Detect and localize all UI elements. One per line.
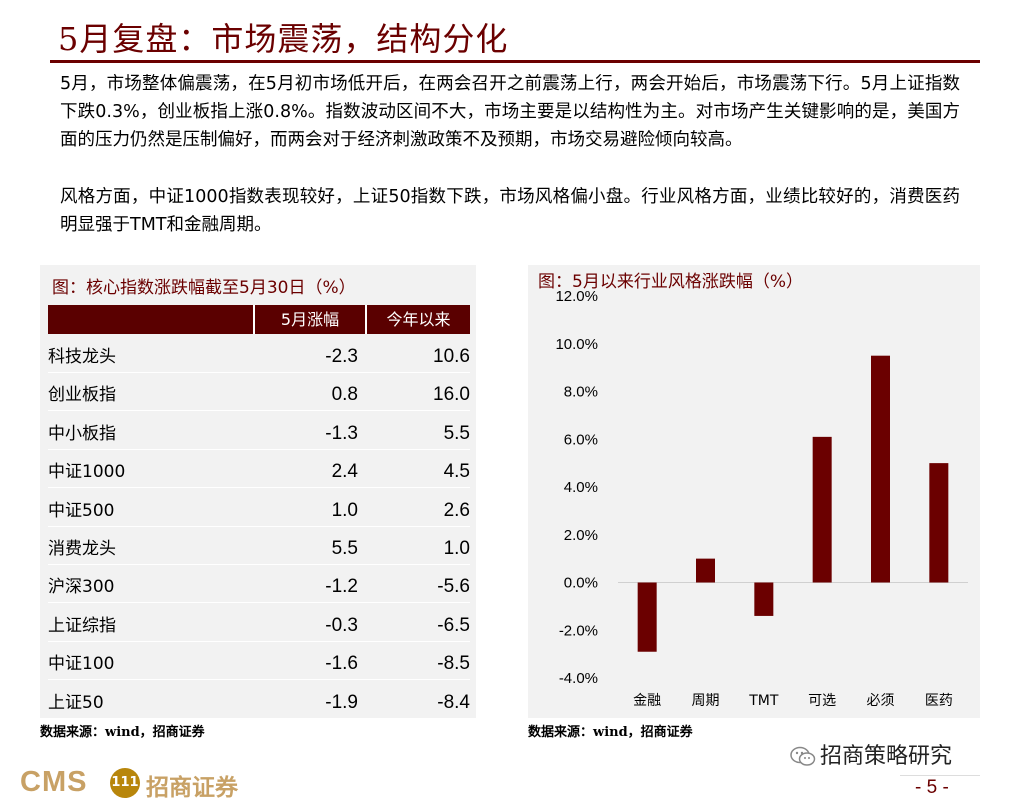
may-change: 5.5: [331, 538, 358, 559]
header-divider: [365, 305, 367, 334]
y-tick-label: -4.0%: [559, 670, 598, 687]
wechat-name: 招商策略研究: [820, 744, 953, 769]
title-divider: [50, 60, 980, 63]
table-row: 中小板指 -1.3 5.5: [48, 411, 470, 450]
y-tick-label: 10.0%: [555, 336, 598, 353]
index-name: 中证100: [48, 654, 115, 675]
table-row: 创业板指 0.8 16.0: [48, 372, 470, 412]
header-divider: [253, 305, 255, 334]
index-name: 消费龙头: [48, 539, 116, 559]
table-row: 上证50 -1.9 -8.4: [48, 680, 470, 719]
may-change: -1.6: [325, 653, 358, 675]
y-tick-label: 12.0%: [555, 288, 598, 305]
logo-chinese: 招商证券: [146, 774, 238, 801]
ytd-change: -8.5: [437, 653, 470, 675]
ytd-change: 5.5: [443, 422, 470, 444]
table-source: 数据来源：wind，招商证券: [40, 725, 205, 740]
y-tick-label: 2.0%: [564, 527, 598, 544]
x-category-label: 医药: [925, 693, 953, 709]
y-tick-label: 8.0%: [564, 384, 598, 401]
ytd-change: 10.6: [433, 346, 470, 367]
table-row: 沪深300 -1.2 -5.6: [48, 564, 470, 604]
index-table-panel: 图：核心指数涨跌幅截至5月30日（%） 5月涨幅 今年以来 科技龙头 -2.3 10…: [40, 265, 476, 719]
wechat-icon: [790, 746, 816, 766]
may-change: -0.3: [325, 614, 358, 636]
index-name: 上证综指: [48, 615, 116, 636]
may-change: 1.0: [331, 499, 358, 521]
bar-0: [637, 582, 657, 652]
x-category-label: 必须: [867, 693, 895, 709]
index-name: 中小板指: [48, 423, 116, 444]
may-change: -1.9: [325, 691, 358, 713]
bar-1: [696, 558, 715, 583]
table-row: 上证综指 -0.3 -6.5: [48, 603, 470, 642]
ytd-change: 16.0: [433, 384, 470, 406]
page-number: - 5 -: [915, 777, 949, 798]
logo-emblem-icon: 111: [110, 768, 140, 798]
index-name: 中证1000: [48, 462, 126, 483]
may-change: -1.3: [325, 422, 358, 444]
y-tick-label: 4.0%: [564, 479, 598, 496]
table-row: 中证1000 2.4 4.5: [48, 449, 470, 489]
table-row: 中证100 -1.6 -8.5: [48, 641, 470, 681]
y-tick-label: -2.0%: [559, 622, 598, 639]
table-title: 图：核心指数涨跌幅截至5月30日（%）: [52, 278, 356, 298]
y-tick-label: 0.0%: [564, 575, 598, 592]
bar-5: [929, 463, 949, 583]
index-name: 科技龙头: [48, 347, 116, 367]
summary-paragraph-2: 风格方面，中证1000指数表现较好，上证50指数下跌，市场风格偏小盘。行业风格方…: [60, 187, 960, 235]
ytd-change: 1.0: [443, 538, 470, 559]
table-header: 5月涨幅 今年以来: [48, 305, 470, 334]
x-category-label: TMT: [748, 693, 779, 709]
summary-paragraph-1: 5月，市场整体偏震荡，在5月初市场低开后，在两会召开之前震荡上行，两会开始后，市…: [60, 74, 960, 150]
logo-latin: CMS: [20, 766, 88, 798]
ytd-change: -6.5: [437, 614, 470, 636]
x-category-label: 可选: [808, 693, 836, 709]
table-row: 消费龙头 5.5 1.0: [48, 526, 470, 565]
bar-3: [812, 436, 832, 583]
bar-2: [754, 582, 774, 616]
ytd-change: -5.6: [437, 576, 470, 598]
chart-source: 数据来源：wind，招商证券: [528, 725, 693, 740]
ytd-change: -8.4: [437, 691, 470, 713]
may-change: -2.3: [325, 346, 358, 367]
wechat-account: 招商策略研究: [790, 738, 952, 770]
industry-bar-chart: 图：5月以来行业风格涨跌幅（%） 12.0% 10.0% 8.0% 6.0% 4.0% 2…: [538, 272, 968, 709]
column-header-ytd: 今年以来: [386, 310, 451, 329]
x-category-label: 金融: [633, 693, 661, 709]
y-tick-label: 6.0%: [564, 431, 598, 448]
ytd-change: 2.6: [443, 499, 470, 521]
index-name: 沪深300: [48, 577, 115, 598]
table-row: 中证500 1.0 2.6: [48, 488, 470, 527]
column-header-may: 5月涨幅: [280, 310, 340, 329]
page-number-rule: [900, 775, 980, 776]
index-name: 创业板指: [48, 385, 116, 406]
page-title: 5月复盘：市场震荡，结构分化: [58, 20, 509, 58]
may-change: 2.4: [331, 461, 358, 483]
may-change: -1.2: [325, 576, 358, 598]
ytd-change: 4.5: [443, 461, 470, 483]
industry-chart-panel: [528, 265, 980, 718]
chart-title: 图：5月以来行业风格涨跌幅（%）: [538, 272, 803, 292]
bar-4: [871, 355, 890, 583]
may-change: 0.8: [331, 384, 358, 406]
index-name: 上证50: [48, 692, 104, 713]
table-row: 科技龙头 -2.3 10.6: [48, 334, 470, 373]
index-name: 中证500: [48, 500, 115, 521]
x-category-label: 周期: [692, 693, 720, 709]
